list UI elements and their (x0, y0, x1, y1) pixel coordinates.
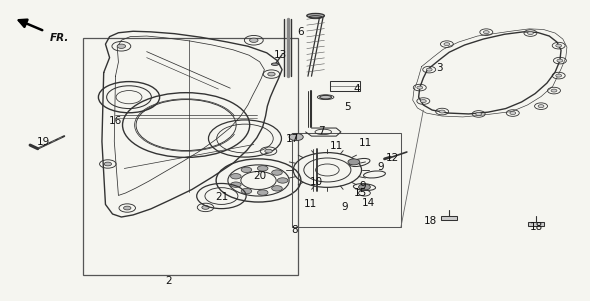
Text: 15: 15 (355, 188, 368, 198)
Circle shape (231, 182, 241, 187)
Circle shape (483, 31, 489, 34)
Text: 7: 7 (318, 126, 325, 136)
Text: 9: 9 (342, 203, 348, 213)
Circle shape (426, 68, 432, 71)
Circle shape (289, 133, 303, 141)
Bar (83, 38, 298, 275)
Text: 10: 10 (310, 177, 323, 187)
Circle shape (104, 162, 112, 166)
Circle shape (265, 149, 272, 153)
Circle shape (439, 110, 445, 113)
Circle shape (476, 113, 481, 116)
Text: 2: 2 (165, 276, 172, 286)
Ellipse shape (320, 95, 332, 99)
Circle shape (538, 105, 544, 108)
Circle shape (557, 59, 563, 62)
Text: 4: 4 (353, 84, 360, 94)
Circle shape (348, 159, 360, 165)
Text: 20: 20 (253, 171, 266, 181)
Bar (527, 222, 544, 226)
Ellipse shape (271, 63, 278, 65)
Text: FR.: FR. (50, 33, 69, 43)
Text: 11: 11 (359, 138, 372, 148)
Text: 5: 5 (345, 102, 351, 112)
Text: 14: 14 (362, 198, 375, 208)
Text: 18: 18 (530, 222, 543, 232)
Circle shape (257, 166, 268, 171)
Text: 8: 8 (291, 225, 299, 235)
Text: 9: 9 (377, 162, 384, 172)
Ellipse shape (307, 14, 324, 18)
Circle shape (257, 190, 268, 195)
Text: 6: 6 (297, 27, 304, 37)
Circle shape (510, 112, 516, 115)
Circle shape (359, 184, 371, 190)
Circle shape (444, 43, 450, 46)
Bar (330, 81, 360, 91)
Circle shape (272, 186, 282, 191)
Circle shape (277, 178, 288, 183)
Circle shape (556, 74, 562, 77)
Text: 21: 21 (215, 192, 228, 202)
Text: 13: 13 (274, 50, 287, 60)
Circle shape (420, 100, 426, 103)
Bar (292, 132, 401, 227)
Circle shape (268, 72, 275, 76)
Circle shape (123, 206, 131, 210)
Circle shape (117, 44, 126, 48)
Text: 3: 3 (436, 63, 442, 73)
Circle shape (272, 170, 282, 175)
Text: 16: 16 (109, 116, 122, 126)
Text: 12: 12 (385, 153, 399, 163)
Circle shape (527, 32, 533, 35)
Text: 11: 11 (330, 141, 343, 151)
Text: 9: 9 (359, 182, 366, 191)
Circle shape (250, 38, 258, 42)
Text: 17: 17 (286, 134, 299, 144)
Circle shape (556, 44, 562, 47)
Circle shape (202, 206, 209, 209)
Circle shape (551, 89, 557, 92)
Text: 19: 19 (37, 137, 50, 147)
Circle shape (231, 174, 241, 179)
Bar (441, 216, 457, 220)
Circle shape (241, 188, 252, 194)
Text: 18: 18 (424, 216, 437, 226)
Circle shape (241, 167, 252, 172)
Circle shape (417, 86, 422, 89)
Text: 11: 11 (304, 200, 317, 209)
